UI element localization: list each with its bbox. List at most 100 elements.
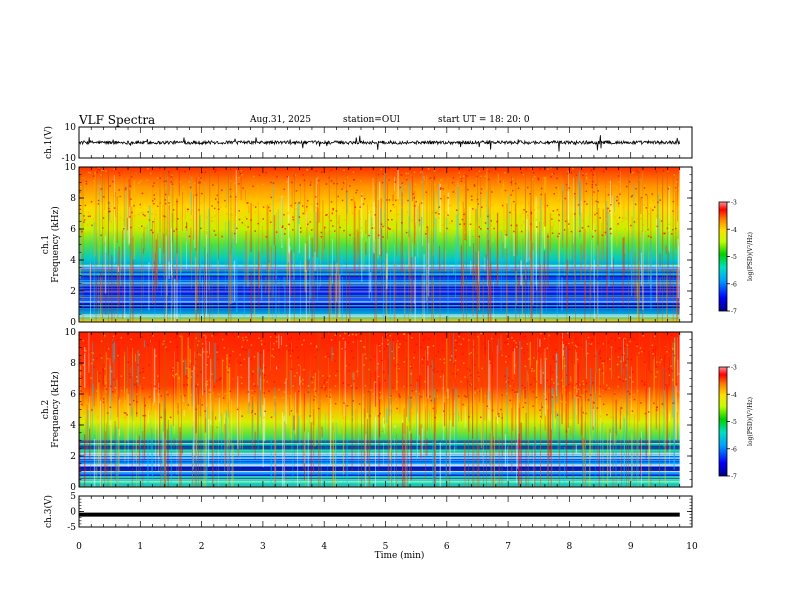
spectrogram-speckle <box>118 174 121 177</box>
spectrogram-speckle <box>214 198 217 200</box>
spectrogram-speckle <box>391 218 393 221</box>
spectrogram-speckle <box>418 392 421 395</box>
spectrogram-speckle <box>574 213 576 215</box>
spectrogram-speckle <box>624 228 626 230</box>
spectrogram-speckle <box>157 195 159 197</box>
spectrogram-speckle <box>551 218 553 220</box>
spectrogram-speckle <box>355 334 357 336</box>
spectrogram-speckle <box>251 394 253 397</box>
spectrogram-speckle <box>164 187 166 190</box>
spectrogram-speckle <box>130 226 132 229</box>
x-tick-label: 6 <box>444 542 450 552</box>
spectrogram-speckle <box>279 199 281 201</box>
spectrogram-speckle <box>427 168 430 170</box>
spectrogram-speckle <box>300 415 302 417</box>
spectrogram-speckle <box>216 191 218 194</box>
spectrogram-speckle <box>162 343 164 345</box>
spectrogram-speckle <box>594 229 597 232</box>
spectrogram-speckle <box>516 346 518 348</box>
spectrogram-speckle <box>337 221 339 224</box>
spectrogram-speckle <box>286 181 288 183</box>
spectrogram-speckle <box>119 195 121 198</box>
spectrogram-speckle <box>306 223 309 226</box>
spectrogram-speckle <box>592 180 594 183</box>
spectrogram-speckle <box>413 351 416 354</box>
spectrogram-speckle <box>542 372 545 374</box>
spectrogram-speckle <box>367 390 370 393</box>
spectrogram-speckle <box>590 169 593 172</box>
spectrogram-speckle <box>287 212 289 214</box>
spectrogram-speckle <box>326 213 328 216</box>
spectrogram-speckle <box>447 196 449 199</box>
spectrogram-speckle <box>226 334 228 336</box>
spectrogram-speckle <box>156 205 159 208</box>
spectrogram-speckle <box>336 370 338 372</box>
spectrogram-speckle <box>290 368 293 371</box>
spectrogram-speckle <box>507 343 509 345</box>
y-tick-label: 10 <box>65 163 77 173</box>
spectrogram-speckle <box>169 416 172 419</box>
spectrogram-speckle <box>468 416 470 418</box>
spectrogram-speckle <box>438 206 441 208</box>
spectrogram-speckle <box>84 204 87 207</box>
spectrogram-speckle <box>661 220 663 222</box>
spectrogram-speckle <box>223 189 225 191</box>
spectrogram-speckle <box>351 199 353 201</box>
spectrogram-speckle <box>558 191 561 194</box>
spectrogram-speckle <box>477 335 479 338</box>
spectrogram-speckle <box>177 218 179 220</box>
spectrogram-speckle <box>655 170 658 173</box>
spectrogram-speckle <box>618 337 621 339</box>
spectrogram-speckle <box>140 180 142 182</box>
spectrogram-speckle <box>337 403 339 406</box>
spectrogram-speckle <box>246 411 248 413</box>
spectrogram-speckle <box>175 332 178 334</box>
spectrogram-speckle <box>576 204 579 207</box>
spectrogram-speckle <box>484 231 487 234</box>
spectrogram-speckle <box>573 195 575 198</box>
spectrogram-speckle <box>152 335 154 337</box>
spectrogram-speckle <box>288 338 290 340</box>
spectrogram-speckle <box>584 412 586 415</box>
spectrogram-speckle <box>653 402 655 405</box>
spectrogram-speckle <box>303 368 305 371</box>
spectrogram-speckle <box>511 189 514 192</box>
spectrogram-speckle <box>644 412 647 415</box>
spectrogram-speckle <box>290 189 292 191</box>
spectrogram-speckle <box>162 406 165 409</box>
ch3-waveform-panel: 50-5ch.3(V) <box>43 492 693 533</box>
spectrogram-speckle <box>486 227 489 230</box>
spectrogram-speckle <box>164 199 166 201</box>
spectrogram-speckle <box>295 208 297 210</box>
spectrogram-speckle <box>116 339 119 341</box>
spectrogram-speckle <box>125 412 127 414</box>
spectrogram-speckle <box>165 180 167 182</box>
spectrogram-speckle <box>442 224 444 226</box>
spectrogram-speckle <box>272 182 275 184</box>
spectrogram-speckle <box>604 231 607 234</box>
spectrogram-speckle <box>211 220 214 223</box>
spectrogram-speckle <box>461 353 464 355</box>
spectrogram-speckle <box>264 410 266 413</box>
spectrogram-speckle <box>282 410 284 413</box>
spectrogram-speckle <box>505 196 508 198</box>
spectrogram-speckle <box>283 188 285 191</box>
spectrogram-speckle <box>598 352 601 355</box>
spectrogram-speckle <box>182 186 185 188</box>
spectrogram-speckle <box>555 360 558 363</box>
spectrogram-speckle <box>229 188 232 191</box>
spectrogram-speckle <box>478 375 480 378</box>
spectrogram-speckle <box>543 337 546 340</box>
spectrogram-speckle <box>125 187 127 189</box>
spectrogram-speckle <box>229 355 231 357</box>
spectrogram-speckle <box>507 337 509 340</box>
spectrogram-speckle <box>113 195 116 198</box>
y-tick-label: -5 <box>67 523 76 533</box>
spectrogram-speckle <box>403 186 406 188</box>
spectrogram-speckle <box>563 365 566 367</box>
spectrogram-speckle <box>222 359 224 362</box>
spectrogram-speckle <box>439 188 442 190</box>
spectrogram-speckle <box>663 232 665 235</box>
spectrogram-speckle <box>165 348 168 350</box>
spectrogram-speckle <box>197 184 199 186</box>
